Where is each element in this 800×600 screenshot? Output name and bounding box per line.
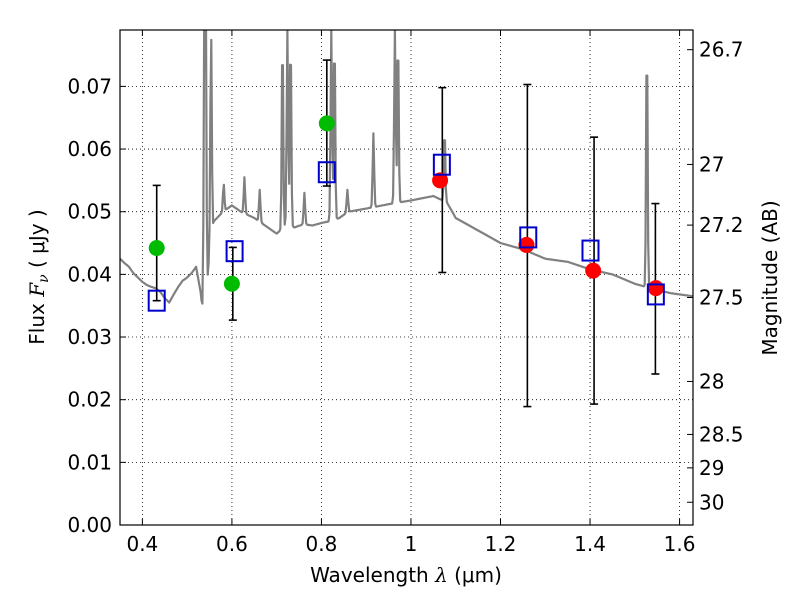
photometry-markers bbox=[147, 115, 665, 312]
y-axis-title-subscript: ν bbox=[36, 274, 52, 283]
x-tick-label: 0.8 bbox=[306, 532, 338, 556]
magnitude-tick-label: 28.5 bbox=[699, 422, 744, 446]
y-tick-label: 0.02 bbox=[67, 388, 112, 412]
y-axis-title-symbol: F bbox=[25, 282, 49, 298]
x-tick-label: 0.6 bbox=[216, 532, 248, 556]
x-axis-title-pre: Wavelength bbox=[310, 563, 435, 587]
x-axis-ticks: 0.4 0.6 0.8 1 1.2 1.4 1.6 bbox=[126, 30, 695, 556]
magnitude-tick-label: 27 bbox=[699, 152, 724, 176]
plot-area bbox=[120, 30, 693, 525]
observed-point-green bbox=[148, 240, 165, 257]
x-axis-title-unit: (μm) bbox=[448, 563, 502, 587]
y-tick-label: 0.04 bbox=[67, 262, 112, 286]
model-flux-square bbox=[432, 153, 451, 176]
x-axis-title: Wavelength λ (μm) bbox=[310, 563, 502, 587]
plot-frame bbox=[119, 29, 694, 526]
magnitude-tick-label: 30 bbox=[699, 490, 724, 514]
y-axis-ticks: 0.00 0.01 0.02 0.03 0.04 0.05 0.06 0.07 bbox=[67, 74, 126, 537]
y-tick-label: 0.05 bbox=[67, 200, 112, 224]
magnitude-tick-label: 28 bbox=[699, 369, 724, 393]
observed-point-red bbox=[585, 262, 602, 279]
observed-point-red bbox=[647, 280, 664, 297]
y-axis-title: Flux Fν ( μJy ) bbox=[25, 209, 52, 344]
model-flux-square bbox=[581, 239, 600, 262]
observed-point-green bbox=[223, 275, 240, 292]
observed-point-red bbox=[432, 172, 449, 189]
observed-point-green bbox=[318, 115, 335, 132]
y-tick-label: 0.01 bbox=[67, 450, 112, 474]
observed-point-red bbox=[518, 236, 535, 253]
model-flux-square bbox=[147, 289, 166, 312]
x-tick-label: 1.6 bbox=[664, 532, 696, 556]
magnitude-tick-label: 26.7 bbox=[699, 38, 744, 62]
magnitude-tick-label: 27.2 bbox=[699, 213, 744, 237]
y-tick-label: 0.06 bbox=[67, 137, 112, 161]
model-flux-square bbox=[317, 161, 336, 184]
model-flux-square bbox=[519, 226, 538, 249]
x-tick-label: 1.2 bbox=[485, 532, 517, 556]
y-tick-label: 0.03 bbox=[67, 325, 112, 349]
grid bbox=[120, 30, 693, 526]
magnitude-axis-ticks: 26.7 27 27.2 27.5 28 28.5 29 30 bbox=[687, 38, 744, 514]
model-flux-square bbox=[646, 283, 665, 306]
magnitude-axis-title: Magnitude (AB) bbox=[758, 200, 782, 355]
y-axis-title-unit: ( μJy ) bbox=[25, 209, 49, 274]
y-axis-title-pre: Flux bbox=[25, 297, 49, 345]
y-tick-label: 0.07 bbox=[67, 74, 112, 98]
x-axis-title-symbol: λ bbox=[434, 563, 448, 587]
model-flux-square bbox=[225, 240, 244, 263]
magnitude-tick-label: 29 bbox=[699, 456, 724, 480]
magnitude-tick-label: 27.5 bbox=[699, 286, 744, 310]
x-tick-label: 1.4 bbox=[574, 532, 606, 556]
x-tick-label: 0.4 bbox=[126, 532, 158, 556]
y-tick-label: 0.00 bbox=[67, 513, 112, 537]
x-tick-label: 1 bbox=[405, 532, 418, 556]
